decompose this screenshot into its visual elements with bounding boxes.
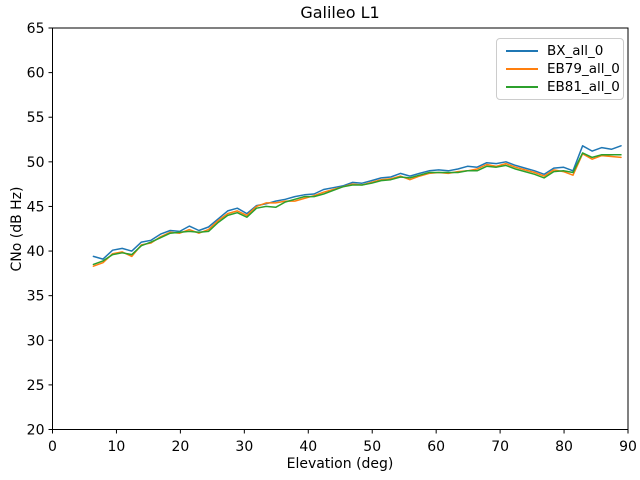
axes-frame xyxy=(52,27,629,430)
legend-line-swatch xyxy=(506,86,538,88)
x-tick-label: 20 xyxy=(171,439,189,455)
legend-label: EB79_all_0 xyxy=(547,60,620,77)
y-tick-label: 35 xyxy=(27,289,45,305)
y-tick-label: 55 xyxy=(27,110,45,126)
legend-item: EB81_all_0 xyxy=(497,79,623,96)
x-tick-label: 80 xyxy=(555,439,573,455)
legend-label: BX_all_0 xyxy=(547,42,604,59)
x-tick-label: 10 xyxy=(108,439,126,455)
y-tick-label: 60 xyxy=(27,66,45,82)
x-tick-label: 60 xyxy=(427,439,445,455)
legend-line-swatch xyxy=(506,50,538,52)
y-tick-label: 45 xyxy=(27,199,45,215)
y-axis-label: CNo (dB Hz) xyxy=(9,186,25,272)
x-tick-label: 50 xyxy=(363,439,381,455)
chart-title: Galileo L1 xyxy=(300,3,380,22)
y-tick-label: 25 xyxy=(27,378,45,394)
legend-label: EB81_all_0 xyxy=(547,78,620,95)
legend: BX_all_0 EB79_all_0 EB81_all_0 xyxy=(496,38,624,100)
y-tick-label: 40 xyxy=(27,244,45,260)
x-tick-label: 30 xyxy=(235,439,253,455)
y-tick-label: 65 xyxy=(27,21,45,37)
x-tick-label: 0 xyxy=(48,439,57,455)
legend-line-swatch xyxy=(506,68,538,70)
series-line-EB79_all_0 xyxy=(92,153,622,267)
x-axis-label: Elevation (deg) xyxy=(286,456,394,472)
legend-item: BX_all_0 xyxy=(497,43,623,60)
x-tick-label: 40 xyxy=(299,439,317,455)
legend-item: EB79_all_0 xyxy=(497,61,623,78)
y-tick-label: 20 xyxy=(27,423,45,439)
y-tick-label: 30 xyxy=(27,333,45,349)
x-tick-label: 90 xyxy=(619,439,637,455)
y-tick-label: 50 xyxy=(27,155,45,171)
x-tick-label: 70 xyxy=(491,439,509,455)
series-line-BX_all_0 xyxy=(92,145,622,260)
series-line-EB81_all_0 xyxy=(92,152,622,266)
